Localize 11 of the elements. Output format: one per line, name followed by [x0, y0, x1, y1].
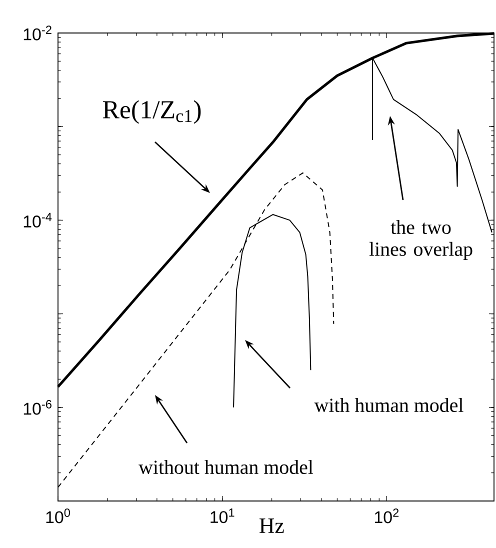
annotation: with human model [314, 398, 464, 412]
x-tick-label: 10$^{0}$ [46, 508, 70, 524]
y-tick-label: 10$^{-2}$ [24, 26, 52, 40]
annotation: the two lines overlap [369, 220, 472, 260]
x-tick-label: 10$^{1}$ [210, 508, 234, 524]
x-tick-label: 10$^{2}$ [374, 508, 399, 524]
annotation: without human model [138, 460, 314, 474]
annotation: Re(1/Z$_{c1}$) [102, 100, 201, 124]
y-tick-label: 10$^{-4}$ [24, 212, 52, 228]
x-axis-title: Hz [259, 518, 284, 533]
y-tick-label: 10$^{-6}$ [24, 400, 52, 415]
